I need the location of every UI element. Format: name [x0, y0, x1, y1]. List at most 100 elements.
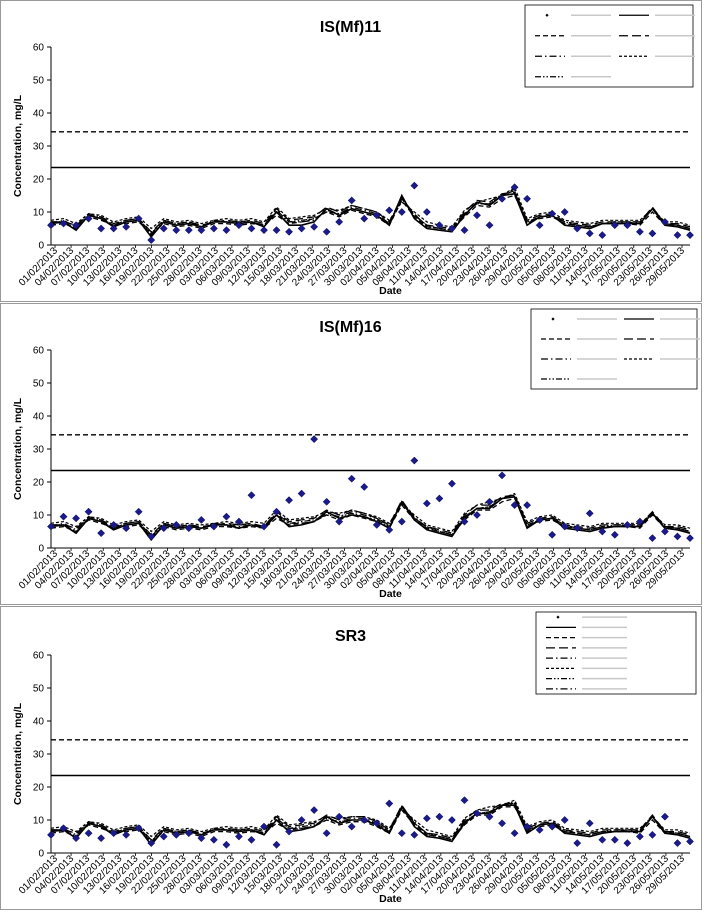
observed-point	[548, 209, 557, 218]
observed-point	[285, 496, 294, 505]
observed-point	[97, 834, 106, 843]
x-axis-title: Date	[379, 285, 402, 297]
observed-point	[209, 522, 218, 531]
observed-point	[335, 812, 344, 821]
legend-marker-sample	[556, 615, 560, 619]
observed-point	[435, 494, 444, 503]
observed-point	[548, 822, 557, 831]
chart-title: IS(Mf)11	[320, 19, 381, 36]
observed-point	[623, 520, 632, 529]
observed-point	[335, 517, 344, 526]
chart-panel-ismf16: IS(Mf)16 0 10 20 30 40 50 60 Concentration, mg/L…	[0, 303, 702, 605]
observed-point	[147, 236, 156, 245]
observed-point	[573, 224, 582, 233]
observed-point	[172, 226, 181, 235]
observed-point	[109, 520, 118, 529]
observed-point	[648, 830, 657, 839]
chart-panel-sr3: SR3 0 10 20 30 40 50 60 Concentration, mg/L 01/02…	[0, 606, 702, 910]
x-axis-title: Date	[379, 893, 402, 905]
observed-point	[447, 224, 456, 233]
y-tick-label: 0	[38, 849, 44, 860]
y-tick-label: 40	[33, 109, 45, 120]
observed-point	[573, 524, 582, 533]
observed-point	[686, 837, 694, 846]
legend	[535, 611, 697, 695]
y-axis-title: Concentration, mg/L	[12, 702, 24, 805]
observed-point	[435, 221, 444, 230]
observed-point	[560, 522, 569, 531]
y-tick-label: 0	[38, 544, 44, 555]
observed-point	[134, 507, 143, 516]
observed-point	[297, 489, 306, 498]
observed-point	[109, 224, 118, 233]
observed-point	[535, 221, 544, 230]
observed-point	[260, 822, 268, 831]
observed-point	[47, 830, 55, 839]
observed-point	[347, 474, 356, 483]
observed-point	[272, 507, 281, 516]
observed-point	[523, 501, 532, 510]
observed-point	[560, 816, 569, 824]
observed-point	[84, 829, 93, 838]
observed-point	[360, 214, 369, 223]
observed-point	[686, 231, 694, 240]
observed-point	[134, 824, 143, 833]
observed-point	[222, 512, 231, 521]
observed-point	[635, 832, 644, 841]
y-tick-label: 10	[33, 816, 45, 827]
observed-point	[347, 822, 356, 831]
series-line-dash-dot-dot	[51, 496, 691, 538]
observed-point	[385, 525, 394, 534]
series-line-short-dash	[50, 799, 691, 838]
observed-point	[84, 507, 93, 516]
observed-point	[372, 211, 381, 220]
y-tick-label: 20	[33, 783, 45, 794]
observed-point	[184, 226, 193, 235]
observed-point	[234, 517, 243, 526]
observed-point	[473, 511, 481, 519]
observed-point	[109, 829, 118, 838]
y-axis-title: Concentration, mg/L	[12, 397, 24, 500]
series-line-dash-dot	[50, 494, 691, 539]
observed-point	[372, 819, 381, 828]
chart-svg: IS(Mf)16 0 10 20 30 40 50 60 Concentration, mg/L…	[12, 308, 700, 600]
observed-point	[673, 839, 682, 848]
y-tick-label: 0	[38, 241, 44, 252]
y-tick-label: 50	[33, 379, 45, 390]
y-tick-label: 30	[33, 445, 45, 456]
observed-point	[397, 517, 406, 526]
observed-point	[498, 471, 507, 480]
observed-point	[660, 527, 669, 536]
series-line-dashed	[50, 194, 691, 235]
observed-point	[410, 456, 419, 465]
observed-point	[673, 231, 682, 240]
observed-point	[410, 830, 419, 839]
observed-point	[573, 839, 582, 848]
observed-point	[260, 522, 268, 531]
observed-point	[59, 512, 68, 521]
observed-point	[72, 834, 81, 843]
observed-point	[310, 806, 319, 815]
observed-point	[397, 208, 406, 216]
observed-point	[585, 819, 594, 828]
y-tick-label: 60	[33, 43, 45, 54]
observed-point	[272, 840, 281, 849]
observed-point	[159, 832, 168, 841]
observed-point	[47, 221, 55, 230]
observed-point	[598, 835, 607, 844]
chart-title: IS(Mf)16	[319, 319, 381, 336]
x-axis-title: Date	[379, 588, 402, 600]
y-tick-label: 60	[33, 651, 45, 662]
observed-point	[422, 814, 431, 823]
observed-point	[147, 532, 156, 541]
observed-point	[673, 532, 682, 541]
observed-point	[460, 517, 469, 526]
legend-marker-sample	[545, 13, 549, 17]
observed-point	[197, 515, 206, 524]
observed-point	[485, 497, 494, 506]
y-tick-label: 30	[33, 750, 45, 761]
series-line-dash-dot	[50, 188, 691, 236]
observed-point	[610, 530, 619, 539]
observed-point	[322, 497, 331, 506]
observed-point	[473, 211, 481, 220]
